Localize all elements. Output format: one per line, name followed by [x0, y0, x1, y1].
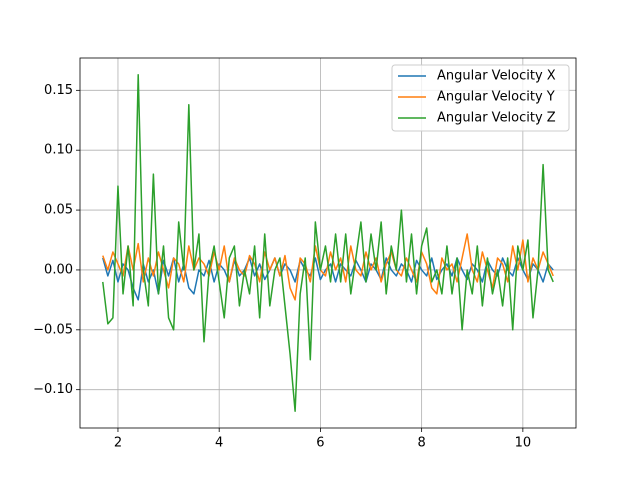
x-tick-label: 2: [114, 436, 122, 451]
y-tick-label: −0.05: [33, 322, 73, 337]
y-tick-label: 0.00: [44, 262, 73, 277]
y-tick-label: 0.15: [44, 83, 73, 98]
legend-label: Angular Velocity Z: [437, 111, 556, 126]
legend-label: Angular Velocity X: [437, 69, 556, 84]
axes-frame: [79, 57, 577, 429]
series-line: [102, 74, 554, 412]
y-tick-label: 0.05: [44, 203, 73, 218]
x-tick-label: 6: [316, 436, 324, 451]
x-tick-label: 8: [417, 436, 425, 451]
x-tick-label: 10: [515, 436, 532, 451]
legend-label: Angular Velocity Y: [437, 90, 555, 105]
y-tick-label: −0.10: [33, 382, 73, 397]
legend-box: [391, 64, 570, 132]
y-tick-label: 0.10: [44, 143, 73, 158]
x-tick-label: 4: [215, 436, 223, 451]
